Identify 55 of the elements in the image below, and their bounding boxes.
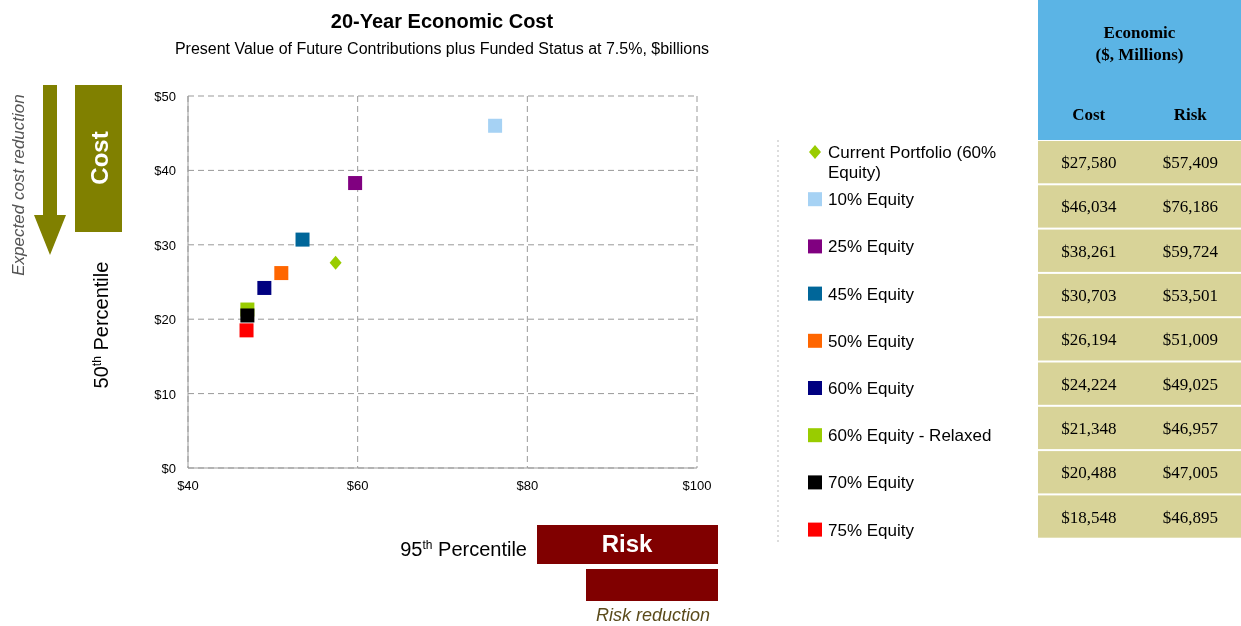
text: $46,957 xyxy=(1162,418,1219,438)
point xyxy=(239,323,254,338)
legend-label: 75% Equity xyxy=(828,520,915,540)
text: $59,724 xyxy=(1162,241,1219,261)
text: $27,580 xyxy=(1061,153,1117,173)
legend-label: 50% Equity xyxy=(828,331,915,351)
legend-label: 60% Equity - Relaxed xyxy=(828,426,992,446)
chart-title: 20-Year Economic Cost xyxy=(330,10,554,32)
text: $46,034 xyxy=(1061,197,1117,217)
text: $26,194 xyxy=(1061,330,1117,350)
legend-label: 25% Equity xyxy=(828,237,915,257)
text: $49,025 xyxy=(1162,374,1218,394)
legend-label: 10% Equity xyxy=(828,190,915,210)
text: Risk xyxy=(1173,105,1208,124)
legend-label: 60% Equity xyxy=(828,379,915,398)
y-tick-label: $40 xyxy=(154,163,176,179)
legend-label: 45% Equity xyxy=(828,284,915,304)
text: $24,224 xyxy=(1061,374,1117,394)
text: $21,348 xyxy=(1061,418,1117,438)
text: $20,488 xyxy=(1061,463,1117,483)
x-tick-label: $100 xyxy=(682,478,712,493)
x-tick-label: $80 xyxy=(516,478,539,493)
text: Cost xyxy=(86,131,113,185)
text: $38,261 xyxy=(1061,241,1117,261)
point xyxy=(240,308,255,323)
point xyxy=(488,118,503,133)
text: $18,548 xyxy=(1061,507,1117,527)
text: $53,501 xyxy=(1162,286,1218,306)
text: Risk xyxy=(601,530,653,557)
point xyxy=(348,176,363,191)
y-tick-label: $0 xyxy=(161,461,176,476)
text: Expected cost reduction xyxy=(9,94,28,276)
chart-subtitle: Present Value of Future Contributions plus Funded Status at 7.5%, $billions xyxy=(174,40,710,57)
point xyxy=(329,255,342,270)
x-tick-label: $40 xyxy=(177,478,199,493)
text: Economic ($, Millions) xyxy=(1095,23,1184,64)
x-axis-title: 95$^{th}$ Percentile xyxy=(400,538,527,560)
point xyxy=(257,280,272,295)
y-tick-label: $30 xyxy=(154,237,176,253)
text: $76,186 xyxy=(1162,197,1218,217)
y-tick-label: $20 xyxy=(154,312,176,328)
text: Cost xyxy=(1072,105,1106,124)
text: $30,703 xyxy=(1061,286,1117,306)
text: $46,895 xyxy=(1162,507,1218,527)
point xyxy=(274,266,289,281)
x-tick-label: $60 xyxy=(346,478,369,493)
legend-label: Current Portfolio (60% Equity) xyxy=(828,143,997,182)
text: $51,009 xyxy=(1162,330,1218,350)
point xyxy=(295,232,310,247)
text: $47,005 xyxy=(1162,463,1218,483)
y-tick-label: $10 xyxy=(154,386,176,402)
legend-label: 70% Equity xyxy=(828,473,915,493)
text: Risk reduction xyxy=(595,605,711,625)
y-tick-label: $50 xyxy=(154,89,176,104)
text: $57,409 xyxy=(1162,153,1218,173)
